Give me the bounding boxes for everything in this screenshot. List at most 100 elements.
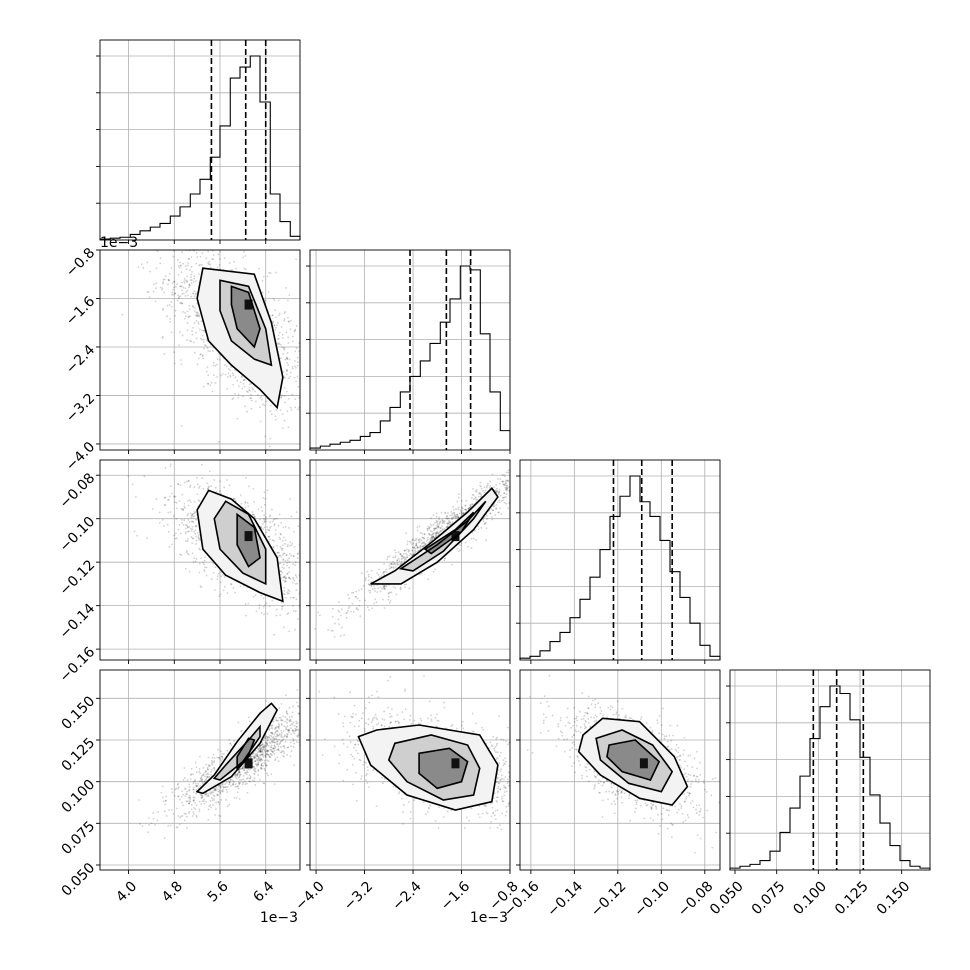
panel-3-3 bbox=[726, 669, 931, 874]
sample-point bbox=[502, 483, 505, 486]
sample-point bbox=[162, 307, 165, 310]
sample-point bbox=[288, 630, 291, 633]
sample-point bbox=[267, 753, 270, 756]
sample-point bbox=[181, 507, 184, 510]
sample-point bbox=[183, 502, 186, 505]
sample-point bbox=[193, 512, 195, 515]
sample-point bbox=[260, 395, 263, 398]
sample-point bbox=[305, 371, 307, 373]
sample-point bbox=[249, 777, 252, 780]
sample-point bbox=[257, 758, 259, 761]
sample-point bbox=[202, 385, 205, 388]
sample-point bbox=[449, 521, 451, 524]
sample-point bbox=[282, 576, 285, 579]
sample-point bbox=[262, 496, 265, 499]
sample-point bbox=[211, 350, 214, 353]
sample-point bbox=[190, 516, 193, 519]
sample-point bbox=[203, 347, 205, 350]
sample-point bbox=[216, 756, 219, 759]
sample-point bbox=[173, 495, 176, 498]
sample-point bbox=[296, 553, 299, 555]
sample-point bbox=[192, 786, 195, 789]
sample-point bbox=[436, 532, 439, 535]
sample-point bbox=[167, 283, 169, 286]
sample-point bbox=[203, 559, 206, 562]
sample-point bbox=[157, 811, 160, 814]
sample-point bbox=[184, 279, 187, 282]
sample-point bbox=[241, 387, 244, 390]
sample-point bbox=[180, 302, 183, 305]
sample-point bbox=[195, 315, 198, 318]
sample-point bbox=[290, 408, 293, 411]
sample-point bbox=[188, 284, 191, 287]
sample-point bbox=[169, 465, 172, 468]
sample-point bbox=[288, 320, 291, 323]
sample-point bbox=[229, 369, 232, 372]
sample-point bbox=[183, 282, 186, 284]
sample-point bbox=[197, 315, 199, 317]
sample-point bbox=[184, 507, 186, 509]
sample-point bbox=[232, 783, 235, 786]
sample-point bbox=[456, 513, 458, 516]
sample-point bbox=[283, 318, 286, 320]
sample-point bbox=[286, 613, 289, 616]
sample-point bbox=[242, 379, 245, 382]
sample-point bbox=[200, 320, 203, 323]
sample-point bbox=[506, 489, 508, 492]
sample-point bbox=[470, 537, 473, 540]
sample-point bbox=[281, 739, 284, 742]
sample-point bbox=[279, 538, 282, 541]
sample-point bbox=[432, 533, 434, 536]
sample-point bbox=[284, 577, 287, 580]
sample-point bbox=[280, 521, 282, 524]
sample-point bbox=[286, 410, 289, 412]
sample-point bbox=[194, 525, 197, 528]
sample-point bbox=[197, 782, 200, 785]
sample-point bbox=[186, 524, 189, 527]
sample-point bbox=[201, 477, 204, 479]
sample-point bbox=[192, 515, 194, 518]
sample-point bbox=[295, 380, 297, 383]
sample-point bbox=[275, 733, 278, 736]
sample-point bbox=[236, 791, 239, 794]
sample-point bbox=[425, 540, 428, 542]
sample-point bbox=[256, 751, 259, 754]
sample-point bbox=[175, 532, 177, 535]
sample-point bbox=[266, 750, 268, 753]
sample-point bbox=[257, 749, 260, 752]
sample-point bbox=[293, 376, 296, 379]
sample-point bbox=[301, 597, 303, 599]
sample-point bbox=[283, 581, 286, 583]
sample-point bbox=[302, 731, 304, 733]
sample-point bbox=[195, 518, 197, 521]
sample-point bbox=[229, 742, 231, 745]
sample-point bbox=[161, 282, 164, 285]
sample-point bbox=[401, 555, 403, 558]
sample-point bbox=[343, 634, 346, 636]
sample-point bbox=[302, 742, 304, 744]
sample-point bbox=[482, 520, 485, 523]
sample-point bbox=[399, 586, 402, 589]
sample-point bbox=[217, 253, 220, 256]
sample-point bbox=[412, 552, 415, 555]
sample-point bbox=[351, 591, 353, 594]
sample-point bbox=[248, 777, 251, 780]
sample-point bbox=[273, 737, 276, 740]
sample-point bbox=[274, 517, 276, 520]
sample-point bbox=[421, 536, 424, 539]
sample-point bbox=[172, 255, 175, 258]
sample-point bbox=[205, 257, 208, 260]
sample-point bbox=[194, 511, 197, 514]
sample-point bbox=[267, 749, 269, 752]
sample-point bbox=[146, 537, 148, 540]
sample-point bbox=[212, 562, 215, 565]
sample-point bbox=[201, 334, 204, 337]
sample-point bbox=[443, 527, 446, 530]
sample-point bbox=[163, 503, 166, 506]
sample-point bbox=[409, 540, 411, 543]
sample-point bbox=[445, 526, 448, 529]
sample-point bbox=[230, 366, 232, 369]
sample-point bbox=[538, 456, 540, 458]
sample-point bbox=[188, 284, 191, 286]
sample-point bbox=[236, 379, 239, 382]
